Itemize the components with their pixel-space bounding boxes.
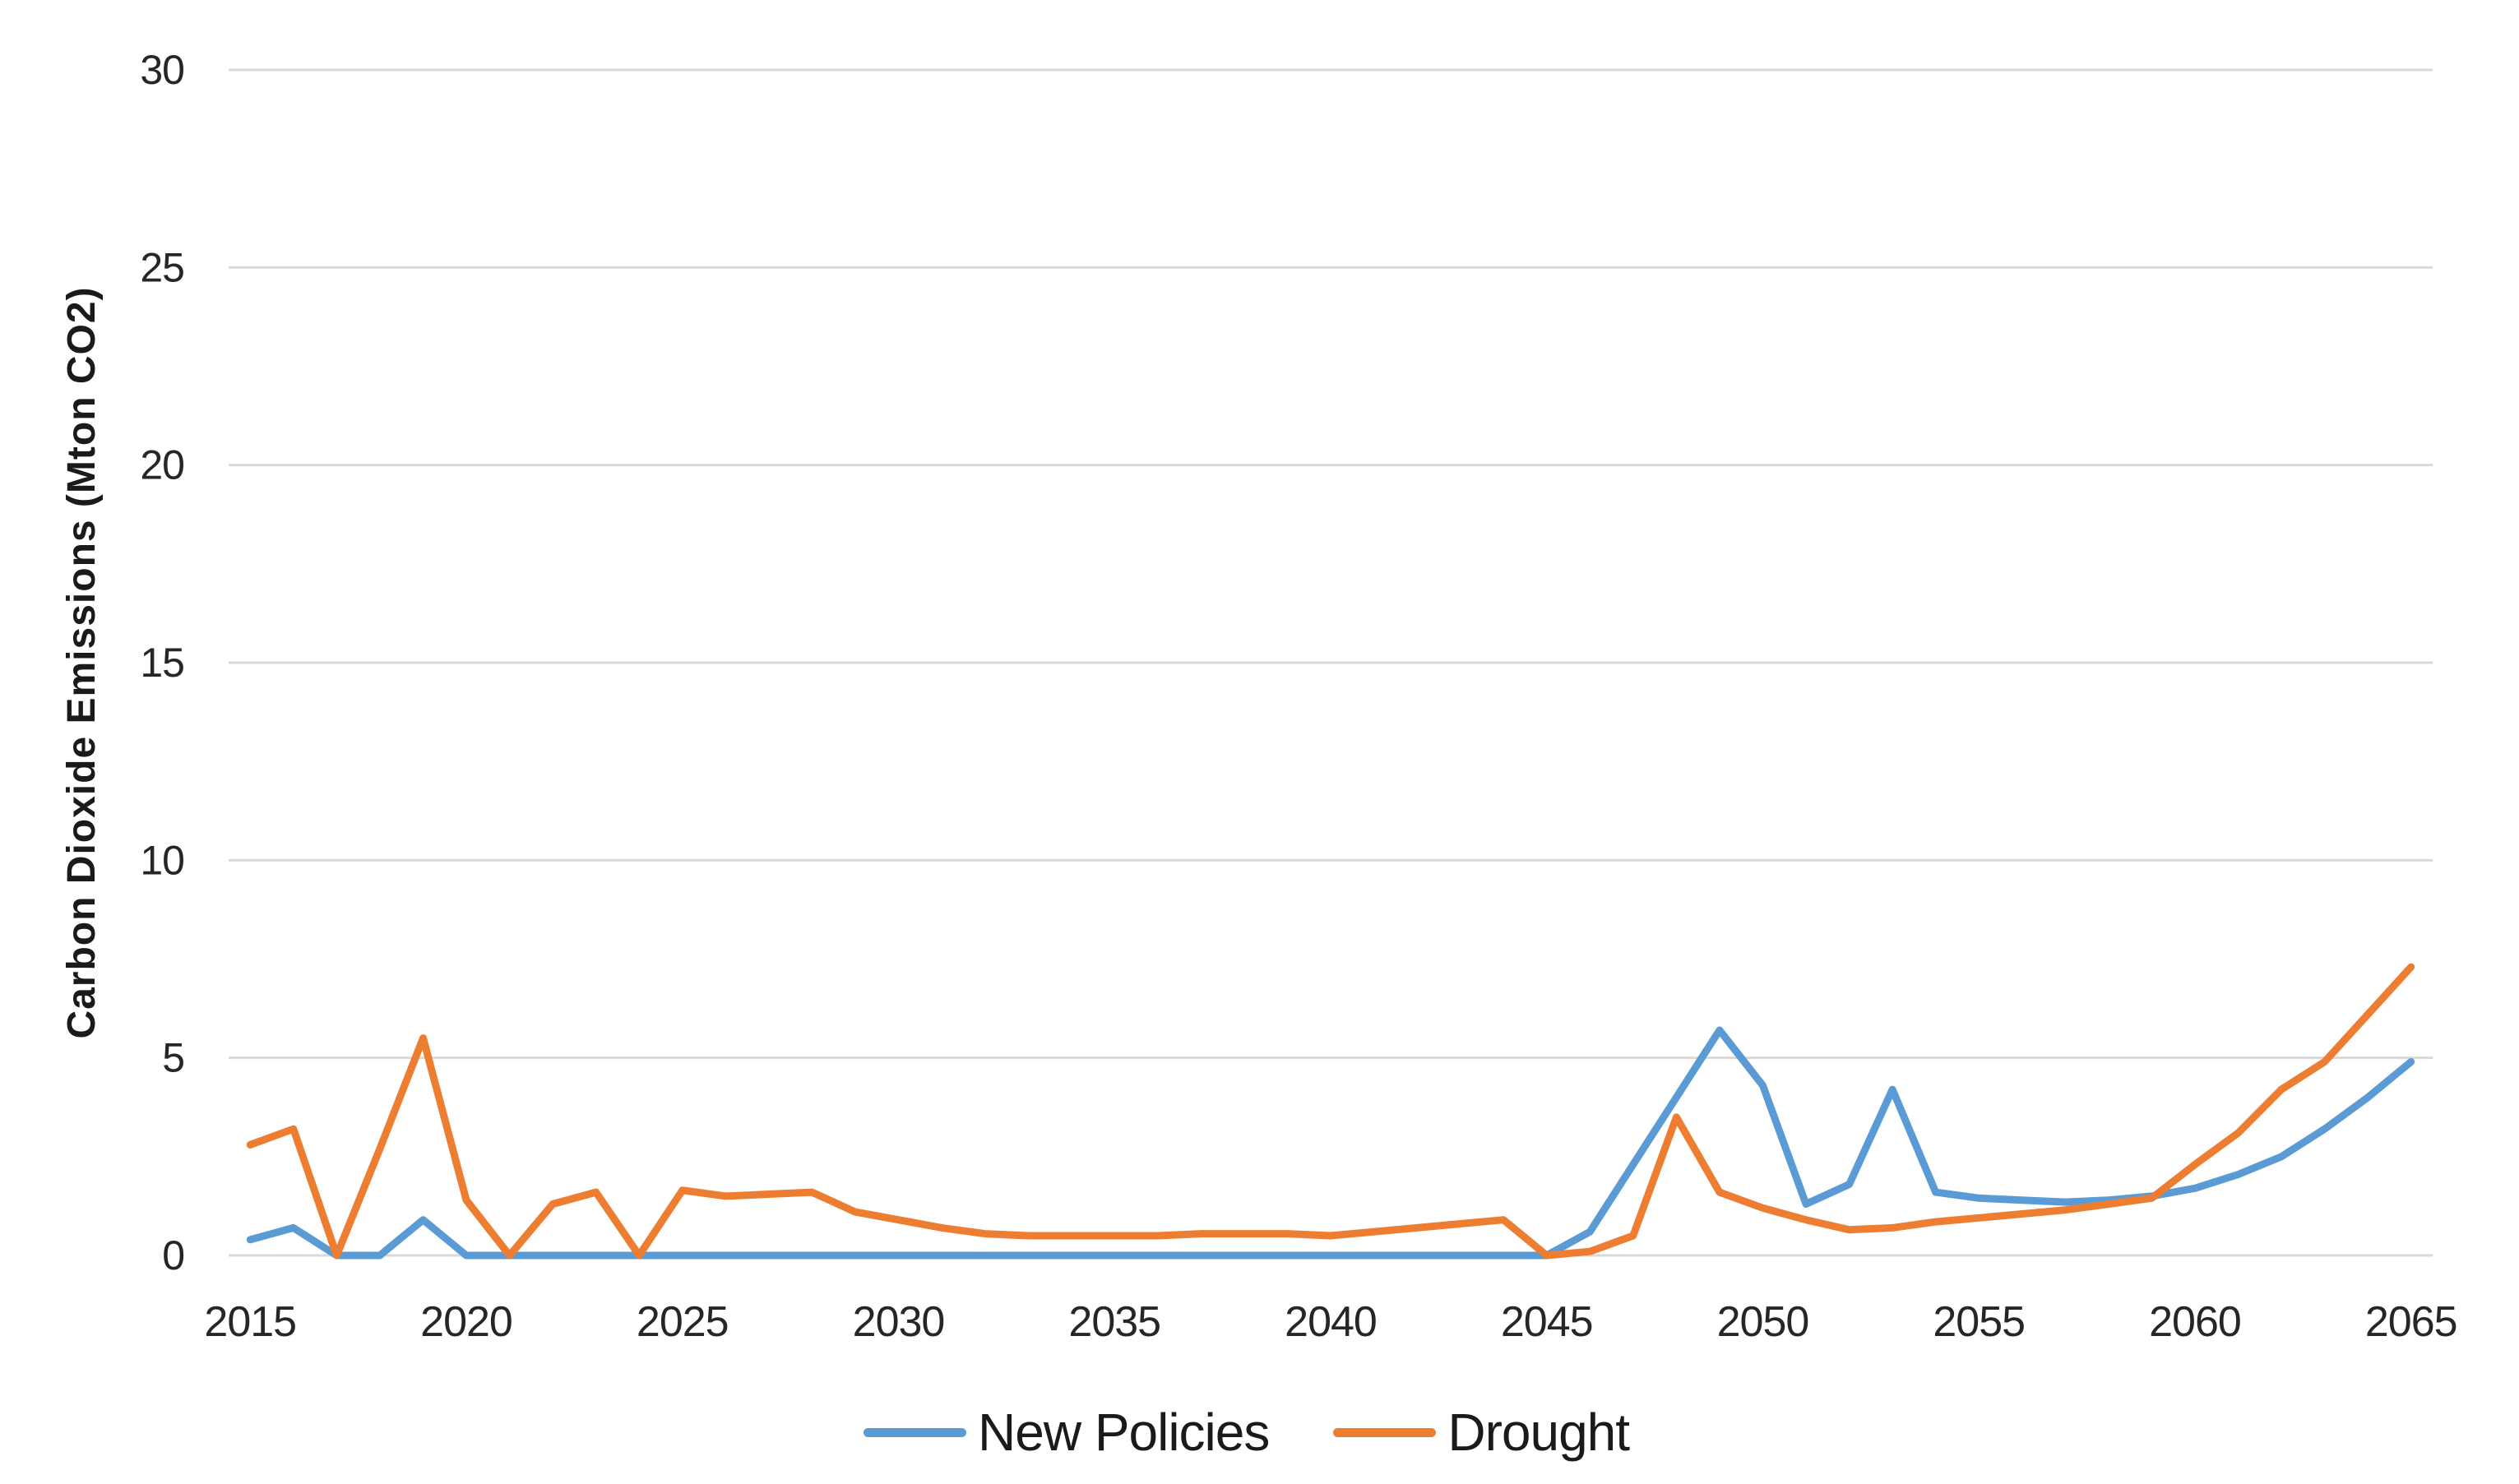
- legend-item-new-policies[interactable]: New Policies: [864, 1402, 1270, 1463]
- x-tick-label-2055: 2055: [1933, 1298, 2025, 1346]
- x-tick-label-2050: 2050: [1717, 1298, 1809, 1346]
- series-line-drought: [246, 963, 2415, 1260]
- x-tick-label-2025: 2025: [637, 1298, 729, 1346]
- x-tick-label-2065: 2065: [2365, 1298, 2457, 1346]
- drought-line-swatch-icon: [1333, 1427, 1437, 1437]
- y-tick-label-15: 15: [140, 640, 184, 686]
- x-tick-label-2045: 2045: [1501, 1298, 1593, 1346]
- y-tick-label-30: 30: [140, 47, 184, 93]
- y-tick-label-25: 25: [140, 244, 184, 290]
- x-tick-label-2015: 2015: [204, 1298, 296, 1346]
- y-tick-label-5: 5: [162, 1035, 184, 1081]
- y-tick-label-0: 0: [162, 1232, 184, 1278]
- legend-label-new-policies: New Policies: [978, 1403, 1270, 1462]
- x-tick-label-2040: 2040: [1285, 1298, 1377, 1346]
- x-tick-label-2030: 2030: [853, 1298, 945, 1346]
- new-policies-line-swatch-icon: [864, 1427, 966, 1437]
- series-line-new-policies: [246, 1026, 2415, 1260]
- y-axis-title: Carbon Dioxide Emissions (Mton CO2): [60, 286, 104, 1039]
- x-tick-label-2060: 2060: [2149, 1298, 2241, 1346]
- legend-label-drought: Drought: [1447, 1403, 1630, 1462]
- legend: New Policies Drought: [864, 1402, 1630, 1463]
- y-tick-label-20: 20: [140, 442, 184, 488]
- legend-item-drought[interactable]: Drought: [1333, 1402, 1630, 1463]
- x-tick-label-2035: 2035: [1068, 1298, 1160, 1346]
- y-tick-label-10: 10: [140, 837, 184, 883]
- x-tick-label-2020: 2020: [420, 1298, 512, 1346]
